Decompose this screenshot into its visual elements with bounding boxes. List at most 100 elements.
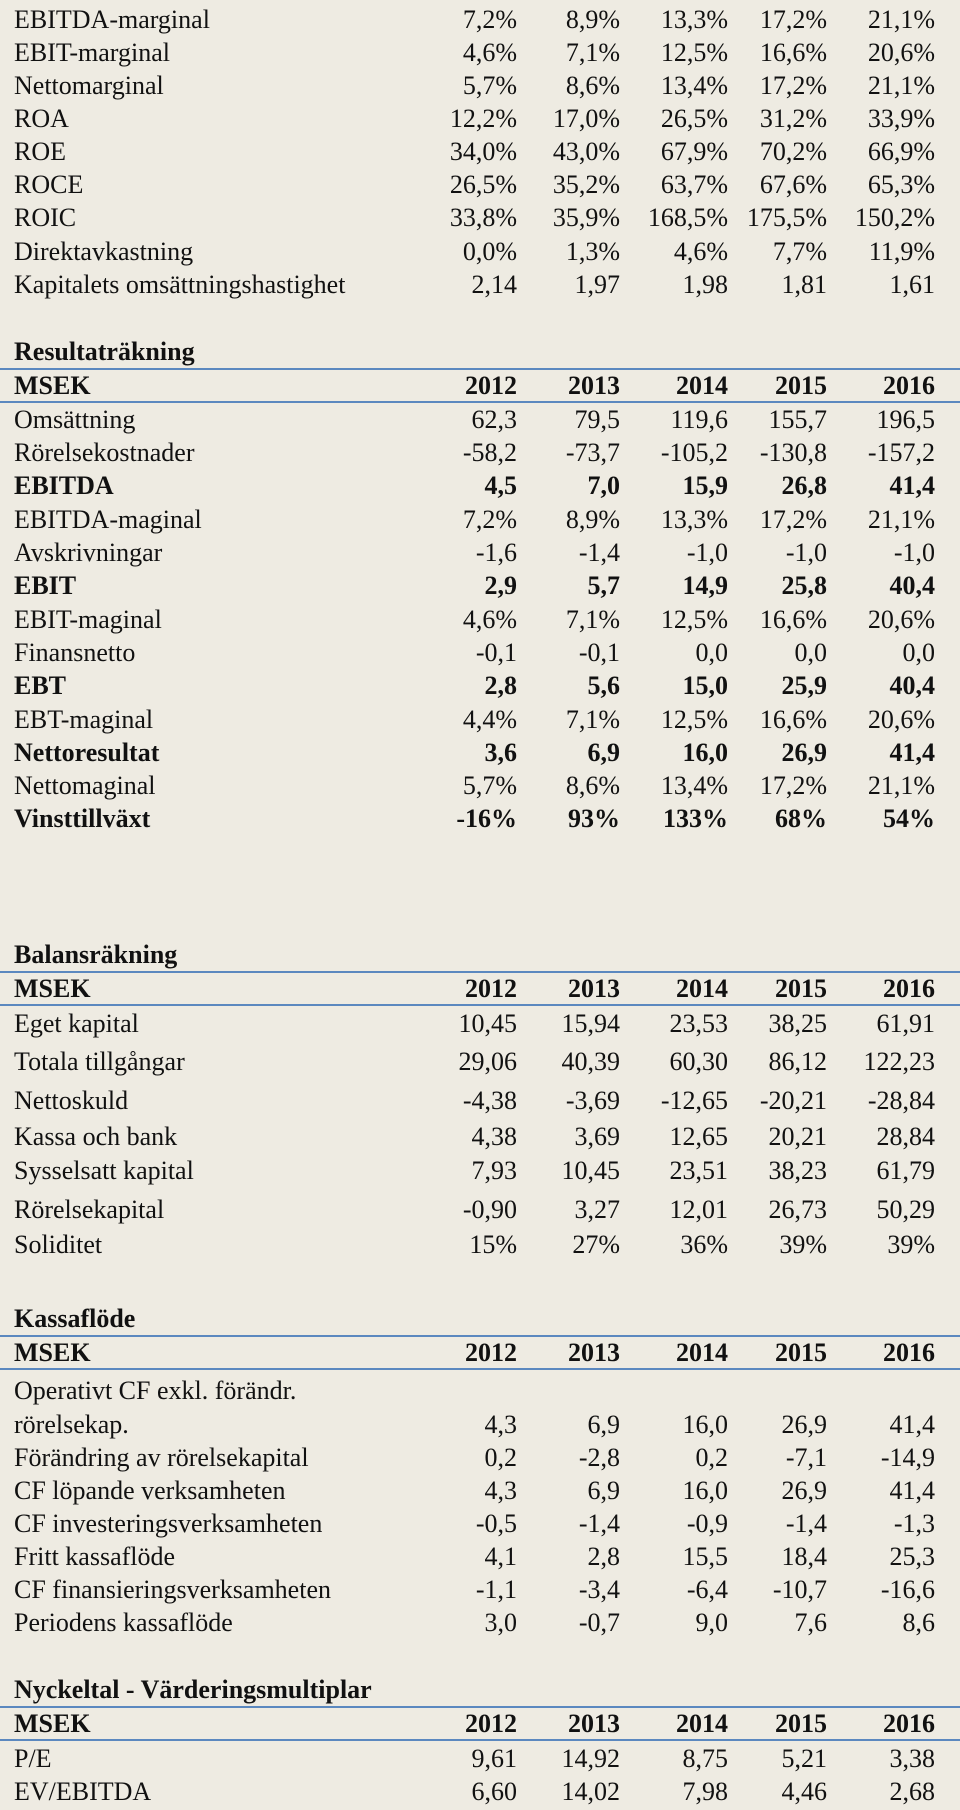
header-rule <box>0 401 960 403</box>
cell-value: 38,23 <box>768 1156 828 1185</box>
cell-value: 0,0% <box>462 237 517 266</box>
key-ratio-row: EBITDA-marginal 7,2% 8,9% 13,3% 17,2% 21,1% <box>0 3 960 36</box>
cell-value: 15,94 <box>561 1009 621 1038</box>
key-ratio-row: ROA 12,2% 17,0% 26,5% 31,2% 33,9% <box>0 102 960 135</box>
cell-value: -105,2 <box>660 438 728 467</box>
year-header: 2016 <box>883 1709 935 1738</box>
cell-value: 6,9 <box>587 738 621 767</box>
unit-label: MSEK <box>14 974 91 1003</box>
cell-value: 26,9 <box>781 1410 828 1439</box>
row-label: Nettoskuld <box>14 1086 129 1115</box>
row-label: Avskrivningar <box>14 538 163 567</box>
cell-value: 196,5 <box>876 405 936 434</box>
year-header: 2015 <box>775 974 827 1003</box>
cell-value: 15,9 <box>682 471 729 500</box>
cell-value: 41,4 <box>889 471 936 500</box>
table-row: Finansnetto -0,1 -0,1 0,0 0,0 0,0 <box>0 636 960 669</box>
year-header: 2016 <box>883 974 935 1003</box>
cell-value: 0,2 <box>695 1443 729 1472</box>
table-row: Nettoresultat 3,6 6,9 16,0 26,9 41,4 <box>0 736 960 769</box>
row-label: Kassa och bank <box>14 1122 178 1151</box>
cell-value: 7,2% <box>462 5 517 34</box>
row-label: EV/EBITDA <box>14 1777 152 1806</box>
cell-value: 21,1% <box>867 505 935 534</box>
cell-value: 70,2% <box>759 137 827 166</box>
cell-value: -130,8 <box>759 438 827 467</box>
table-row: Rörelsekostnader -58,2 -73,7 -105,2 -130,8 -1… <box>0 436 960 469</box>
row-label: Operativt CF exkl. förändr. <box>14 1376 297 1405</box>
year-header: 2012 <box>465 1338 517 1367</box>
row-label: Förändring av rörelsekapital <box>14 1443 309 1472</box>
cell-value: 26,73 <box>768 1195 828 1224</box>
cell-value: 20,6% <box>867 38 935 67</box>
cell-value: 9,61 <box>471 1744 518 1773</box>
cell-value: -4,38 <box>462 1086 517 1115</box>
header-rule <box>0 1335 960 1337</box>
row-label: EBITDA-maginal <box>14 505 202 534</box>
cell-value: 6,9 <box>587 1410 621 1439</box>
cell-value: -0,1 <box>578 638 620 667</box>
year-header: 2015 <box>775 371 827 400</box>
cell-value: -14,9 <box>880 1443 935 1472</box>
cell-value: 13,4% <box>660 771 728 800</box>
row-label: Eget kapital <box>14 1009 139 1038</box>
column-header-row: MSEK 2012 2013 2014 2015 2016 <box>0 1336 960 1369</box>
row-label: Totala tillgångar <box>14 1047 185 1076</box>
cell-value: 12,2% <box>449 104 517 133</box>
cell-value: 4,1 <box>484 1542 518 1571</box>
cell-value: 1,61 <box>889 270 936 299</box>
cell-value: 41,4 <box>889 1410 936 1439</box>
cell-value: 119,6 <box>670 405 728 434</box>
cell-value: 2,8 <box>484 671 518 700</box>
cell-value: -16% <box>456 804 517 833</box>
cell-value: -7,1 <box>785 1443 827 1472</box>
table-row: Eget kapital 10,45 15,94 23,53 38,25 61,91 <box>0 1007 960 1040</box>
header-rule <box>0 1706 960 1708</box>
cell-value: -16,6 <box>880 1575 935 1604</box>
cell-value: -1,1 <box>475 1575 517 1604</box>
year-header: 2015 <box>775 1338 827 1367</box>
table-row: P/E 9,61 14,92 8,75 5,21 3,38 <box>0 1742 960 1775</box>
row-label: CF investeringsverksamheten <box>14 1509 323 1538</box>
table-row: Operativt CF exkl. förändr. <box>0 1374 960 1407</box>
table-row: EV/EBITDA 6,60 14,02 7,98 4,46 2,68 <box>0 1775 960 1808</box>
row-label: ROIC <box>14 203 77 232</box>
cell-value: 2,68 <box>889 1777 936 1806</box>
cell-value: -28,84 <box>867 1086 935 1115</box>
cell-value: 27% <box>572 1230 620 1259</box>
cell-value: 122,23 <box>863 1047 936 1076</box>
cell-value: 5,7% <box>462 771 517 800</box>
table-row: Periodens kassaflöde 3,0 -0,7 9,0 7,6 8,6 <box>0 1606 960 1639</box>
row-label: ROA <box>14 104 69 133</box>
cell-value: 1,98 <box>682 270 729 299</box>
cell-value: 3,38 <box>889 1744 936 1773</box>
cell-value: -3,4 <box>578 1575 620 1604</box>
cell-value: 61,79 <box>876 1156 936 1185</box>
cell-value: 8,6% <box>565 771 620 800</box>
cell-value: 175,5% <box>746 203 827 232</box>
header-rule <box>0 1368 960 1370</box>
cell-value: 39% <box>779 1230 827 1259</box>
cell-value: 63,7% <box>660 170 728 199</box>
row-label: EBITDA-marginal <box>14 5 210 34</box>
cell-value: 16,6% <box>759 38 827 67</box>
cell-value: 12,01 <box>669 1195 729 1224</box>
key-ratio-row: ROE 34,0% 43,0% 67,9% 70,2% 66,9% <box>0 135 960 168</box>
cell-value: 3,6 <box>484 738 518 767</box>
cell-value: 13,4% <box>660 71 728 100</box>
cell-value: 7,1% <box>565 605 620 634</box>
cell-value: 6,60 <box>471 1777 518 1806</box>
cell-value: 61,91 <box>876 1009 936 1038</box>
unit-label: MSEK <box>14 1709 91 1738</box>
year-header: 2016 <box>883 371 935 400</box>
cell-value: 12,5% <box>660 705 728 734</box>
cell-value: 35,2% <box>552 170 620 199</box>
cell-value: 16,0 <box>682 1410 729 1439</box>
row-label: Rörelsekostnader <box>14 438 195 467</box>
cell-value: 12,5% <box>660 38 728 67</box>
cell-value: 5,21 <box>781 1744 828 1773</box>
cell-value: 66,9% <box>867 137 935 166</box>
row-label: Direktavkastning <box>14 237 194 266</box>
section-title: Resultaträkning <box>14 337 195 366</box>
row-label: Omsättning <box>14 405 136 434</box>
